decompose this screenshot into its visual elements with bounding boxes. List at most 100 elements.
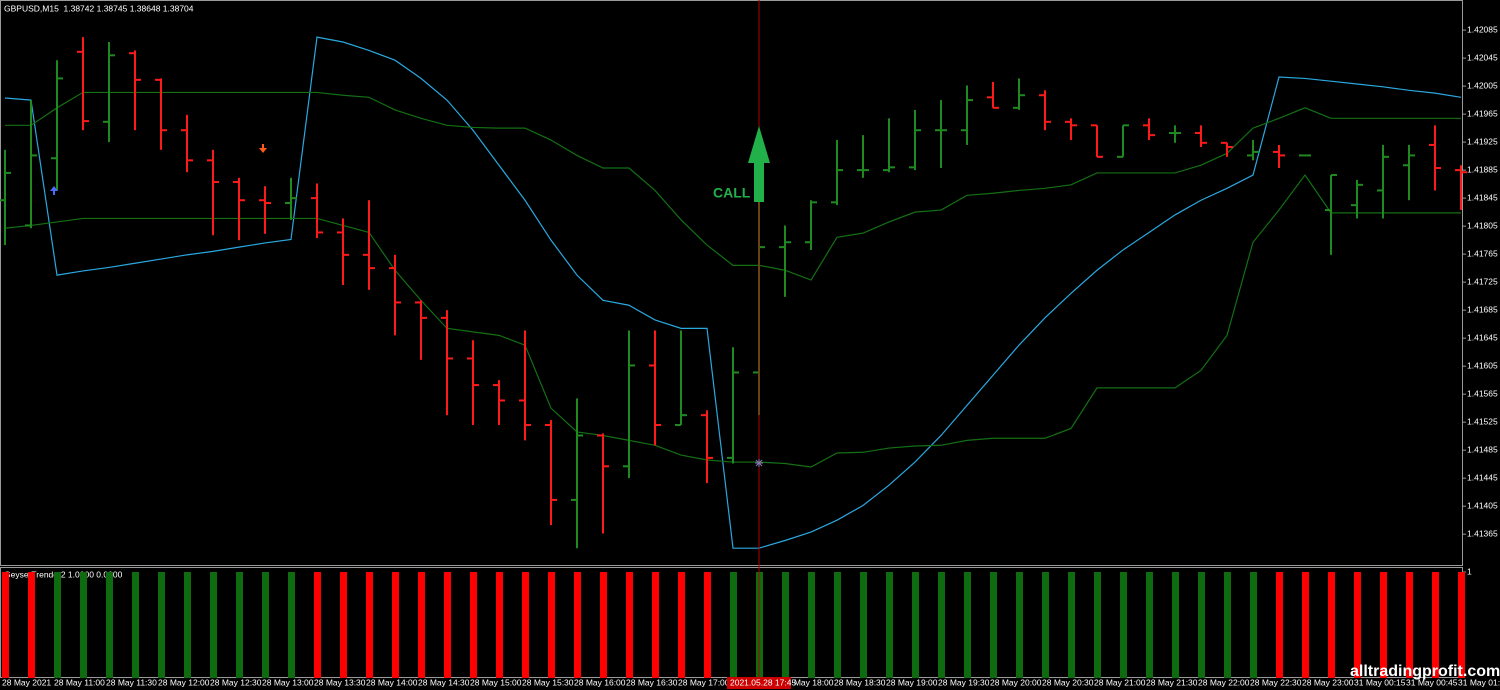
histogram-bar xyxy=(288,572,295,678)
ohlc-bar xyxy=(467,340,479,425)
ohlc-bar xyxy=(1377,144,1389,219)
y-tick-label: 1.41485 xyxy=(1467,444,1498,454)
histogram-bar xyxy=(1172,572,1179,678)
histogram-bar xyxy=(1146,572,1153,678)
ohlc-bar xyxy=(363,200,375,290)
histogram-bar xyxy=(470,572,477,678)
ohlc-bar xyxy=(675,330,687,426)
histogram-bar xyxy=(730,572,737,678)
histogram-bar xyxy=(1198,572,1205,678)
ohlc-bar xyxy=(1195,125,1207,148)
ohlc-bar xyxy=(857,135,869,178)
ohlc-bar xyxy=(285,177,297,220)
histogram-bar xyxy=(1120,572,1127,678)
histogram-bar xyxy=(860,572,867,678)
ohlc-bar xyxy=(935,100,947,169)
ohlc-bar xyxy=(623,330,635,479)
buy-signal-arrow xyxy=(50,186,58,195)
ohlc-bar xyxy=(909,109,921,171)
ohlc-bar xyxy=(0,149,11,246)
ohlc-bar xyxy=(1429,125,1441,191)
x-tick-label: 28 May 11:30 xyxy=(106,677,157,687)
call-annotation: CALL xyxy=(713,185,751,201)
ohlc-bar xyxy=(1143,118,1155,141)
x-tick-label: 28 May 13:30 xyxy=(314,677,366,687)
ohlc-bar xyxy=(1039,90,1051,131)
histogram-bar xyxy=(262,572,269,678)
watermark: alltradingprofit.com xyxy=(1350,663,1500,680)
y-tick-label: 1 xyxy=(1467,566,1472,576)
x-tick-label: 28 May 20:30 xyxy=(1042,677,1094,687)
crosshair-label-box xyxy=(727,677,791,689)
ohlc-bar xyxy=(571,398,583,549)
x-tick-label: 28 May 2021 xyxy=(2,677,51,687)
histogram-bar xyxy=(1250,572,1257,678)
y-tick-label: 1.42085 xyxy=(1467,24,1498,34)
ohlc-bar xyxy=(1091,124,1103,158)
x-tick-label: 28 May 19:30 xyxy=(938,677,990,687)
x-tick-label: 28 May 22:30 xyxy=(1250,677,1302,687)
x-tick-label: 28 May 14:00 xyxy=(366,677,418,687)
y-tick-label: 1.41365 xyxy=(1467,528,1498,538)
x-tick-label: 28 May 16:30 xyxy=(626,677,678,687)
histogram-bar xyxy=(54,572,61,678)
histogram-bar xyxy=(1380,572,1387,678)
histogram-bar xyxy=(1068,572,1075,678)
ohlc-bar xyxy=(987,81,999,109)
call-arrow-shaft xyxy=(754,162,764,202)
y-tick-label: 1.41525 xyxy=(1467,416,1498,426)
y-tick-label: 1.42005 xyxy=(1467,80,1498,90)
histogram-bar xyxy=(366,572,373,678)
ohlc-bar xyxy=(1273,144,1285,169)
x-tick-label: 28 May 20:00 xyxy=(990,677,1042,687)
y-tick-label: 1.41805 xyxy=(1467,220,1498,230)
histogram-bar xyxy=(132,572,139,678)
histogram-bar xyxy=(314,572,321,678)
ohlc-bar xyxy=(545,420,557,526)
ohlc-bar xyxy=(1247,140,1259,161)
ohlc-bar xyxy=(1065,118,1077,141)
histogram-bar xyxy=(522,572,529,678)
ohlc-bar xyxy=(259,186,271,234)
ohlc-bar xyxy=(233,177,245,241)
ohlc-bar xyxy=(831,140,843,206)
x-tick-label: 28 May 17:00 xyxy=(678,677,730,687)
indicator-title: GeyserTrender2 1.0000 0.0000 xyxy=(4,569,123,579)
histogram-bar xyxy=(964,572,971,678)
histogram-bar xyxy=(1016,572,1023,678)
ohlc-bar xyxy=(337,218,349,285)
histogram-bar xyxy=(340,572,347,678)
histogram-bar xyxy=(1432,572,1439,678)
histogram-bar xyxy=(1406,572,1413,678)
ohlc-bar xyxy=(129,50,141,131)
ohlc-bar xyxy=(597,433,609,534)
ohlc-bar xyxy=(727,347,739,464)
ohlc-bar xyxy=(701,410,713,484)
ohlc-bar xyxy=(493,380,505,425)
x-tick-label: 31 May 00:15 xyxy=(1354,677,1406,687)
ohlc-bar xyxy=(77,37,89,131)
ohlc-bar xyxy=(1325,174,1337,255)
x-tick-label: 28 May 11:00 xyxy=(54,677,105,687)
ohlc-bar xyxy=(649,330,661,446)
ohlc-bar xyxy=(25,100,37,229)
histogram-bar xyxy=(938,572,945,678)
histogram-bar xyxy=(418,572,425,678)
x-tick-label: 28 May 14:30 xyxy=(418,677,470,687)
ohlc-bar xyxy=(1403,144,1415,201)
histogram-bar xyxy=(210,572,217,678)
x-tick-label: 28 May 22:00 xyxy=(1198,677,1250,687)
ohlc-bar xyxy=(415,300,427,360)
ohlc-bar xyxy=(181,114,193,173)
ohlc-bar xyxy=(1117,124,1129,158)
histogram-bar xyxy=(28,572,35,678)
ohlc-bar xyxy=(779,225,791,297)
histogram-bar xyxy=(184,572,191,678)
histogram-bar xyxy=(80,572,87,678)
x-tick-label: 28 May 18:30 xyxy=(834,677,886,687)
y-tick-label: 1.41685 xyxy=(1467,304,1498,314)
y-tick-label: 1.41925 xyxy=(1467,136,1498,146)
x-tick-label: 28 May 15:30 xyxy=(522,677,574,687)
